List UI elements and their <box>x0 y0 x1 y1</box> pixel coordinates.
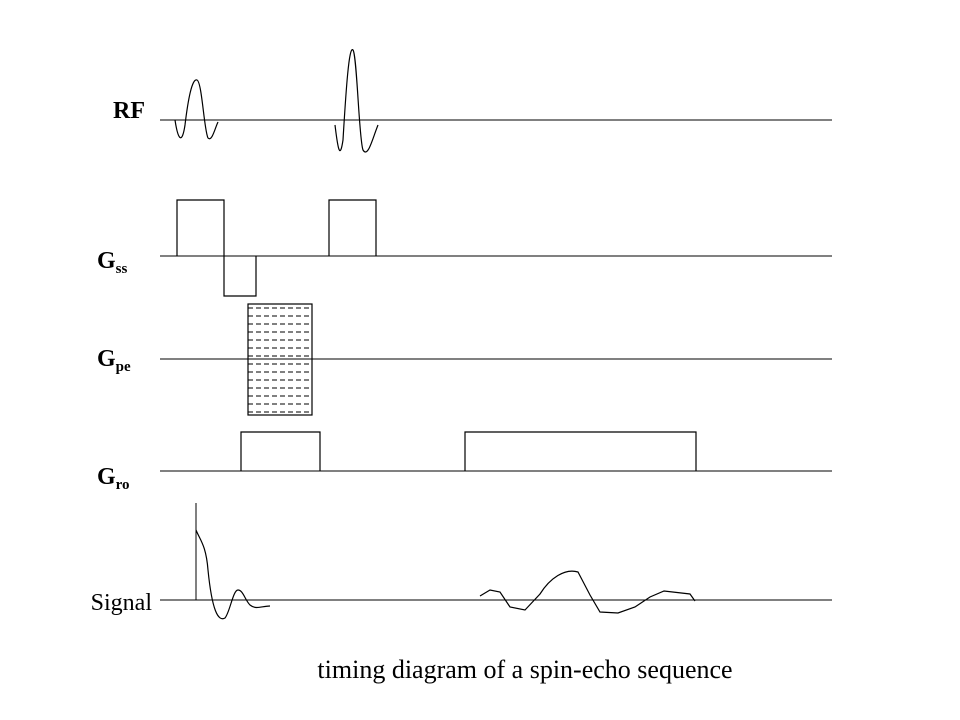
row-label: RF <box>113 98 145 124</box>
gss-gradient <box>176 199 257 297</box>
row-label: Gss <box>97 248 128 277</box>
rf-pulse <box>334 49 379 153</box>
row-label: Gro <box>97 464 130 493</box>
gro-gradient <box>240 431 321 471</box>
rf-pulse <box>174 79 219 140</box>
row-label: Signal <box>91 590 153 616</box>
row-label: Gpe <box>97 346 131 375</box>
gpe-gradient <box>247 303 313 416</box>
gro-gradient <box>464 431 697 471</box>
caption: timing diagram of a spin-echo sequence <box>317 655 732 684</box>
fid-signal <box>195 529 271 620</box>
echo-signal <box>479 570 696 614</box>
gss-gradient <box>328 199 377 256</box>
